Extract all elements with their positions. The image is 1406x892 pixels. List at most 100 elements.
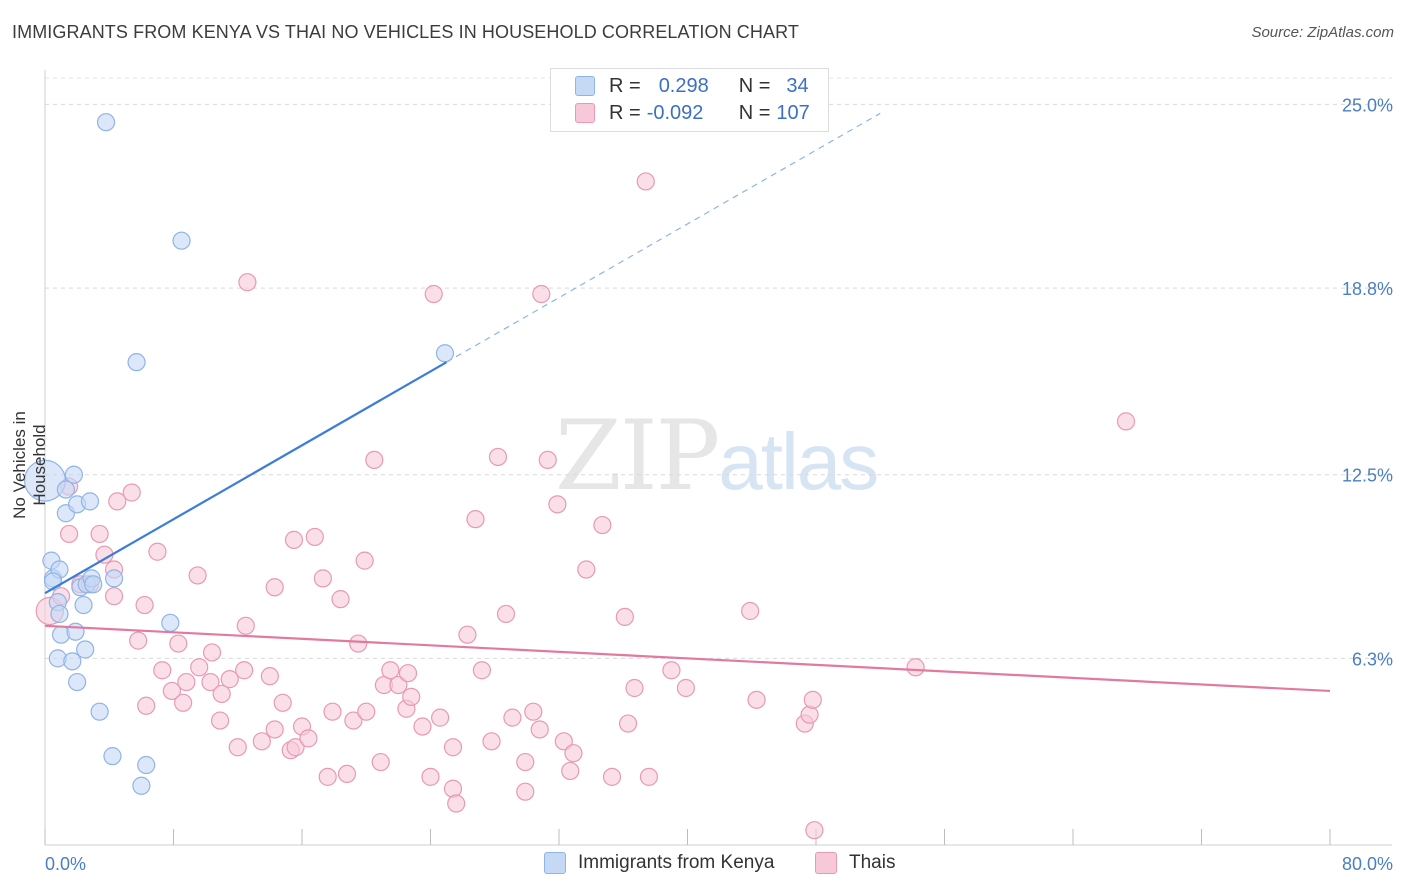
thais-point [532,284,551,304]
kenya-points [24,113,455,795]
y-tick-label: 18.8% [1342,279,1393,299]
x-tick-label: 80.0% [1342,854,1393,874]
kenya-point [96,113,116,132]
thais-point [458,625,477,644]
thais-point [443,738,463,757]
thais-point [1116,412,1136,431]
bottom-legend-label-thais: Thais [849,852,896,873]
chart-title: IMMIGRANTS FROM KENYA VS THAI NO VEHICLE… [12,22,799,42]
thais-point [286,738,305,757]
thais-point [59,524,79,544]
bottom-legend-swatch-kenya [544,852,566,874]
thais-point [284,530,304,549]
thais-point [135,595,154,615]
source-credit: Source: ZipAtlas.com [1251,24,1394,41]
thais-point [344,711,363,730]
kenya-point [90,702,109,721]
axes [44,70,1392,846]
kenya-point [66,622,85,641]
thais-point [424,284,443,304]
thais-point [906,658,925,677]
thais-point [235,661,254,680]
thais-point [615,607,634,627]
kenya-trend-line [44,361,448,595]
thais-point [299,729,318,748]
thais-point [398,664,418,683]
legend-r-value-kenya: 0.298 [658,74,709,97]
x-tick-label: 0.0% [45,854,86,874]
thais-point [273,693,292,712]
legend-r-value-thais: -0.092 [646,101,704,124]
kenya-point [104,569,124,588]
thais-point [252,732,271,751]
thais-point [220,670,239,689]
kenya-point [103,747,122,766]
thais-point [503,708,522,727]
trend-lines [44,112,1331,693]
thais-point [447,794,466,813]
thais-point [548,495,567,514]
legend-n-label: N = [738,74,771,97]
thais-point [90,524,109,544]
kenya-point [63,652,82,671]
thais-point [129,631,148,650]
thais-point [554,732,573,751]
thais-point [337,764,357,784]
kenya-point [172,231,191,250]
thais-point [516,782,535,801]
y-tick-label: 6.3% [1352,649,1393,669]
thais-point [349,634,368,653]
thais-point [228,738,247,757]
thais-point [413,717,432,736]
legend-row-thais: R = -0.092 N = 107 [575,100,810,126]
thais-point [318,767,337,786]
thais-point [265,720,284,739]
legend-r-label: R = [609,101,641,124]
thais-point [443,779,463,798]
watermark-zip: ZIP [555,400,720,512]
thais-point [625,678,644,698]
thais-point [538,450,557,470]
watermark-atlas: atlas [718,417,879,506]
thais-point [421,767,440,786]
kenya-point [84,575,103,594]
thais-point [108,492,127,511]
thais-point [104,587,124,606]
thais-point [137,696,156,715]
legend-n-value-kenya: 34 [786,74,809,97]
kenya-point [68,672,87,692]
bottom-legend-swatch-thais [815,852,837,874]
thais-point [260,667,279,686]
bottom-legend-thais: Thais [815,852,895,874]
thais-point [201,672,220,692]
legend-n-label: N = [738,101,771,124]
kenya-point [50,604,69,624]
thais-point [636,172,655,191]
thais-point [561,761,580,781]
thais-point [800,705,819,724]
thais-point [212,684,231,704]
kenya-point [137,755,156,775]
thais-point [402,687,421,706]
kenya-point [132,776,151,795]
thais-point [516,752,535,772]
thais-point [210,711,230,730]
thais-point [747,690,766,709]
thais-point [639,767,659,786]
bottom-legend-label-kenya: Immigrants from Kenya [578,852,775,873]
thais-point [202,643,222,662]
y-tick-label: 25.0% [1342,95,1393,115]
thais-point [466,510,485,529]
kenya-point [64,465,84,484]
thais-point [431,708,450,727]
thais-point [188,566,207,585]
thais-points [35,172,1136,840]
thais-point [564,744,583,763]
kenya-point [74,595,93,615]
kenya-point [56,480,75,499]
thais-point [265,578,284,597]
thais-point [618,714,638,733]
thais-point [381,661,400,680]
watermark: ZIPatlas [555,400,879,512]
